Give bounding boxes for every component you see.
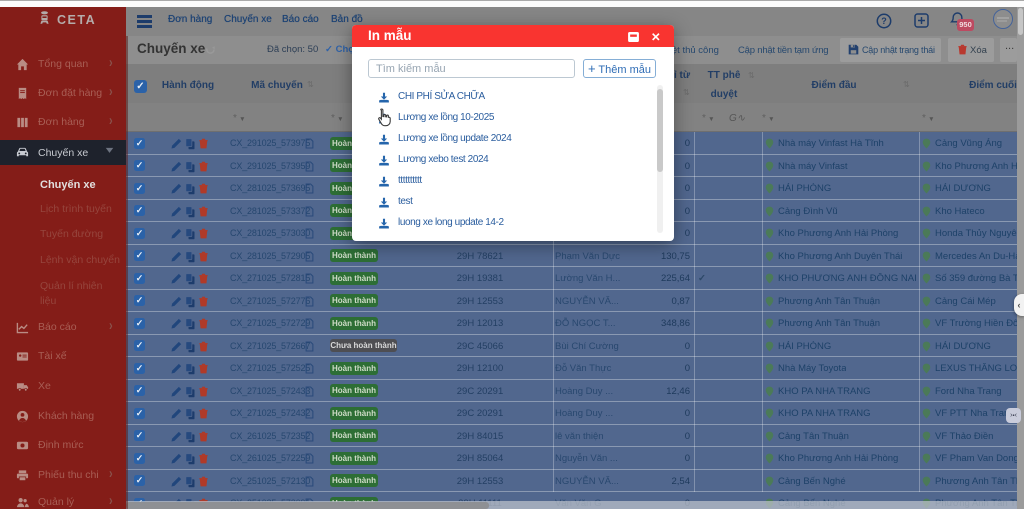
svg-text:?: ? (881, 16, 887, 26)
